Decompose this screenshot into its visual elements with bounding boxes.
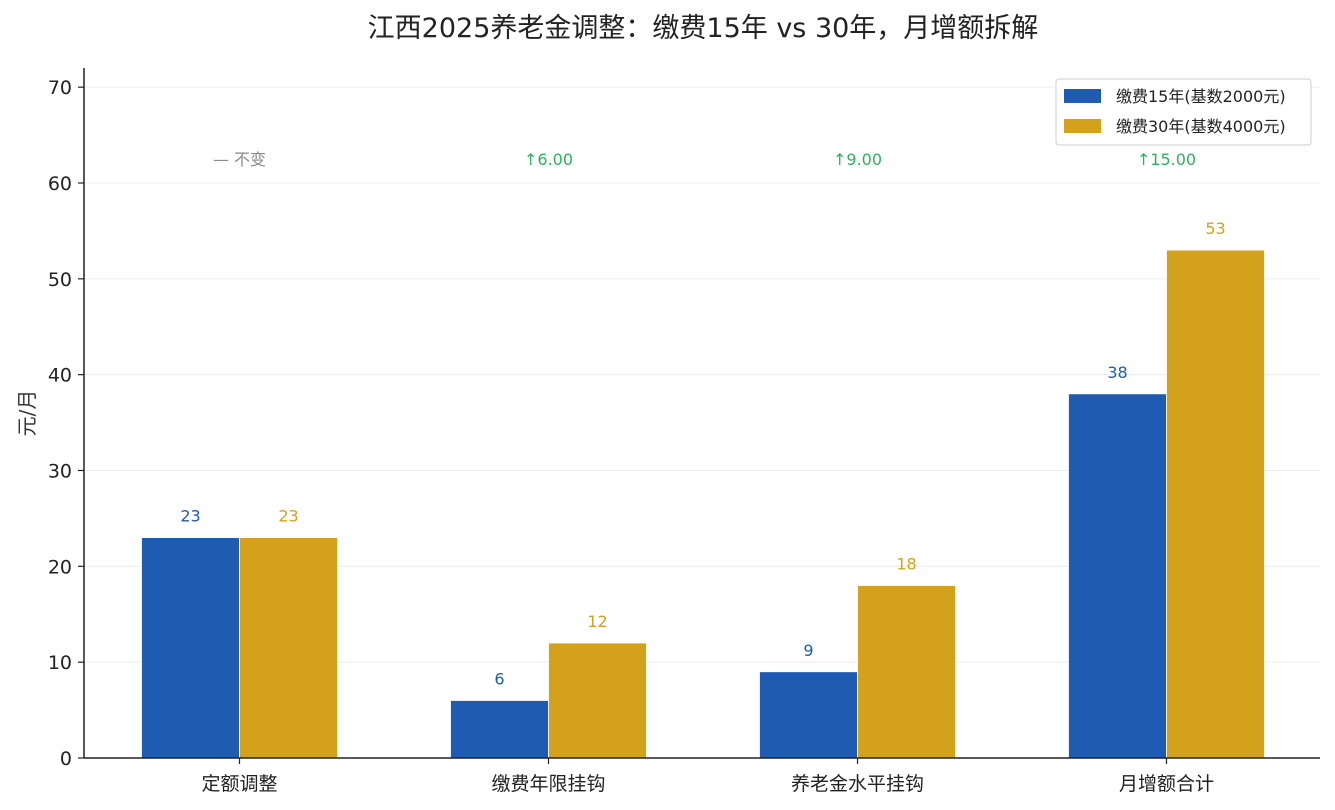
- delta-annotation: — 不变: [213, 150, 266, 169]
- bar: [1166, 249, 1265, 759]
- y-tick-label: 30: [48, 461, 72, 483]
- bars: [141, 249, 1265, 759]
- y-axis-title: 元/月: [15, 390, 39, 437]
- y-tick-label: 40: [48, 365, 72, 387]
- legend-box: [1055, 78, 1312, 146]
- data-label: 18: [896, 555, 916, 574]
- data-label: 53: [1205, 219, 1225, 238]
- data-label: 6: [494, 670, 504, 689]
- x-ticks: 定额调整 缴费年限挂钩 养老金水平挂钩 月增额合计: [201, 758, 1214, 795]
- legend-swatch-series-2: [1064, 119, 1101, 133]
- bar: [239, 537, 338, 759]
- legend: 缴费15年(基数2000元) 缴费30年(基数4000元): [1055, 78, 1312, 146]
- y-tick-label: 20: [48, 556, 72, 578]
- data-label: 12: [587, 612, 607, 631]
- bar: [759, 671, 858, 759]
- delta-annotation: ↑6.00: [524, 150, 573, 169]
- bar: [450, 700, 549, 759]
- bar: [1068, 393, 1167, 759]
- data-label: 9: [803, 641, 813, 660]
- bar: [548, 642, 647, 759]
- y-tick-label: 10: [48, 652, 72, 674]
- chart-title: 江西2025养老金调整：缴费15年 vs 30年，月增额拆解: [368, 13, 1039, 44]
- bar: [857, 585, 956, 759]
- legend-label-series-1: 缴费15年(基数2000元): [1116, 87, 1286, 106]
- delta-annotation: ↑9.00: [833, 150, 882, 169]
- delta-annotation: ↑15.00: [1137, 150, 1196, 169]
- x-tick-label: 缴费年限挂钩: [491, 773, 605, 795]
- legend-label-series-2: 缴费30年(基数4000元): [1116, 117, 1286, 136]
- x-tick-label: 月增额合计: [1119, 773, 1214, 795]
- y-tick-label: 50: [48, 269, 72, 291]
- y-ticks: 0 10 20 30 40 50 60 70: [48, 77, 84, 770]
- data-label: 23: [278, 507, 298, 526]
- x-tick-label: 定额调整: [201, 773, 277, 795]
- y-tick-label: 60: [48, 173, 72, 195]
- y-tick-label: 70: [48, 77, 72, 99]
- y-tick-label: 0: [60, 748, 72, 770]
- bar: [141, 537, 240, 759]
- data-labels: 23 23 — 不变 6 12 ↑6.00 9 18 ↑9.00 38 53 ↑15.00: [180, 150, 1225, 689]
- data-label: 38: [1107, 363, 1127, 382]
- legend-swatch-series-1: [1064, 89, 1101, 103]
- x-tick-label: 养老金水平挂钩: [791, 773, 924, 795]
- data-label: 23: [180, 507, 200, 526]
